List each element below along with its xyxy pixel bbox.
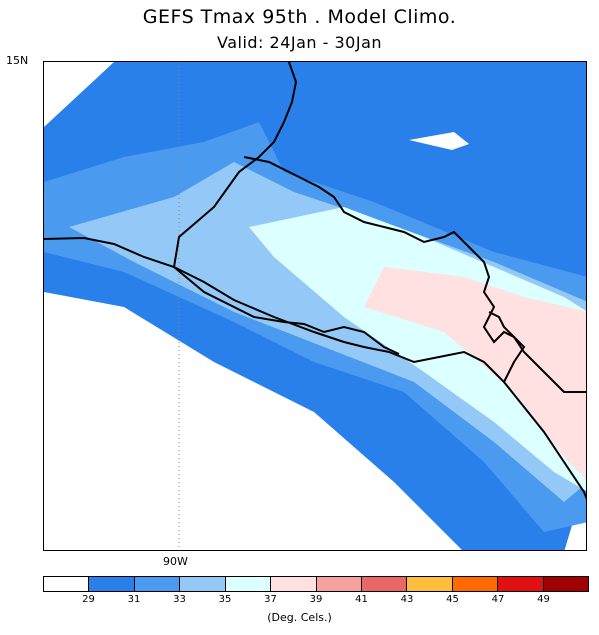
legend-swatch xyxy=(543,577,589,591)
legend-tick-label: 29 xyxy=(82,594,95,605)
longitude-label: 90W xyxy=(163,555,188,568)
map-panel xyxy=(43,61,587,551)
contour-37-39 xyxy=(364,267,586,480)
legend-ticks: 29 31 33 35 37 39 41 43 45 47 49 xyxy=(43,594,589,608)
legend-tick-label: 41 xyxy=(355,594,368,605)
legend-tick-label: 35 xyxy=(218,594,232,605)
legend-tick-label: 45 xyxy=(446,594,459,605)
legend-tick-label: 43 xyxy=(400,594,414,605)
latitude-label: 15N xyxy=(6,54,29,67)
border-inland xyxy=(243,156,586,393)
legend-swatch xyxy=(361,577,408,591)
coastline xyxy=(44,236,586,500)
color-legend xyxy=(43,576,589,592)
legend-tick-label: 33 xyxy=(173,594,186,605)
contour-below-29-notch xyxy=(409,132,469,150)
legend-swatch xyxy=(180,577,226,591)
legend-tick-label: 37 xyxy=(264,594,277,605)
legend-swatch xyxy=(271,577,317,591)
legend-units: (Deg. Cels.) xyxy=(267,611,332,624)
chart-title: GEFS Tmax 95th . Model Climo. xyxy=(142,6,457,28)
legend-swatch xyxy=(316,577,362,591)
legend-swatch xyxy=(225,577,272,591)
legend-swatch xyxy=(452,577,499,591)
legend-swatch xyxy=(89,577,135,591)
border-northern xyxy=(173,62,298,268)
contour-35-37 xyxy=(249,207,586,491)
legend-tick-label: 47 xyxy=(491,594,505,605)
border-inland-2 xyxy=(173,266,400,355)
legend-swatch xyxy=(498,577,544,591)
chart-subtitle: Valid: 24Jan - 30Jan xyxy=(216,33,383,52)
map-svg xyxy=(44,62,586,550)
legend-tick-label: 39 xyxy=(309,594,323,605)
legend-swatch xyxy=(407,577,453,591)
border-southern xyxy=(488,311,526,383)
legend-swatch xyxy=(134,577,181,591)
legend-tick-label: 31 xyxy=(127,594,141,605)
legend-tick-label: 49 xyxy=(537,594,550,605)
legend-swatch xyxy=(44,577,90,591)
